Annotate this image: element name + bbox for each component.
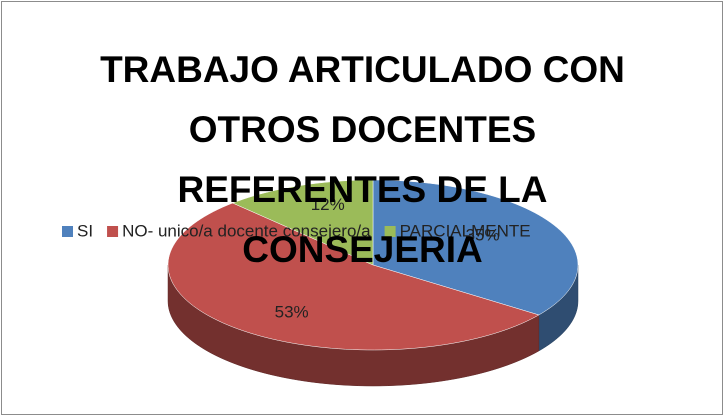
legend-label: PARCIALMENTE	[400, 221, 531, 240]
slice	[232, 179, 374, 266]
data-label: 12%	[311, 195, 345, 214]
data-label: 53%	[275, 302, 309, 321]
slice	[167, 202, 540, 351]
legend-label: NO- unico/a docente consejero/a	[122, 221, 371, 240]
data-label: 35%	[466, 226, 500, 245]
legend-swatch	[384, 226, 396, 237]
legend-swatch	[62, 226, 73, 237]
chart-title: TRABAJO ARTICULADO CON OTROS DOCENTES RE…	[100, 49, 625, 270]
legend-label: SI	[77, 221, 93, 240]
legend-swatch	[107, 226, 119, 237]
slice	[372, 179, 579, 316]
